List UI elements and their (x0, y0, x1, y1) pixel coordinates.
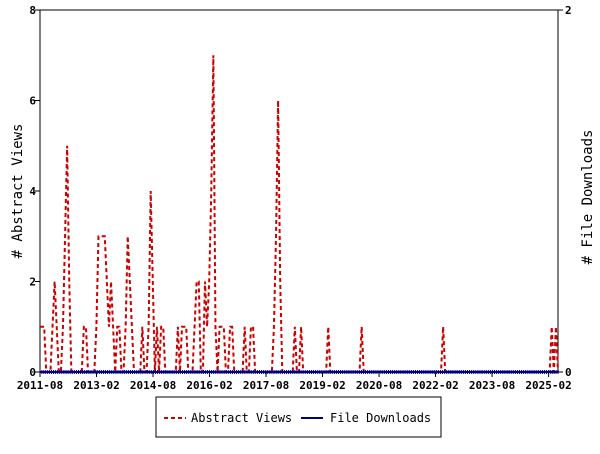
y-left-tick-label: 6 (29, 95, 36, 108)
x-tick-label: 2017-08 (243, 379, 289, 392)
legend-label-file-downloads: File Downloads (330, 411, 431, 425)
y-right-tick-label: 0 (565, 366, 572, 379)
x-tick-label: 2016-02 (186, 379, 232, 392)
x-tick-label: 2022-02 (412, 379, 458, 392)
x-tick-label: 2013-02 (73, 379, 119, 392)
y-left-tick-label: 4 (29, 185, 36, 198)
x-tick-label: 2014-08 (130, 379, 176, 392)
x-tick-label: 2019-02 (299, 379, 345, 392)
y-left-tick-label: 0 (29, 366, 36, 379)
x-tick-label: 2020-08 (356, 379, 402, 392)
series-line-abstract-views (40, 55, 559, 373)
y-axis-right-label: # File Downloads (580, 130, 596, 265)
x-tick-label: 2023-08 (469, 379, 515, 392)
y-right-tick-label: 2 (565, 4, 572, 17)
plot-area (39, 9, 559, 373)
y-left-tick-label: 2 (29, 276, 36, 289)
legend: Abstract Views File Downloads (155, 396, 442, 438)
x-tick-label: 2011-08 (17, 379, 63, 392)
y-left-tick-label: 8 (29, 4, 36, 17)
y-axis-left-label: # Abstract Views (10, 124, 26, 259)
legend-label-abstract-views: Abstract Views (191, 411, 292, 425)
x-tick-label: 2025-02 (525, 379, 571, 392)
